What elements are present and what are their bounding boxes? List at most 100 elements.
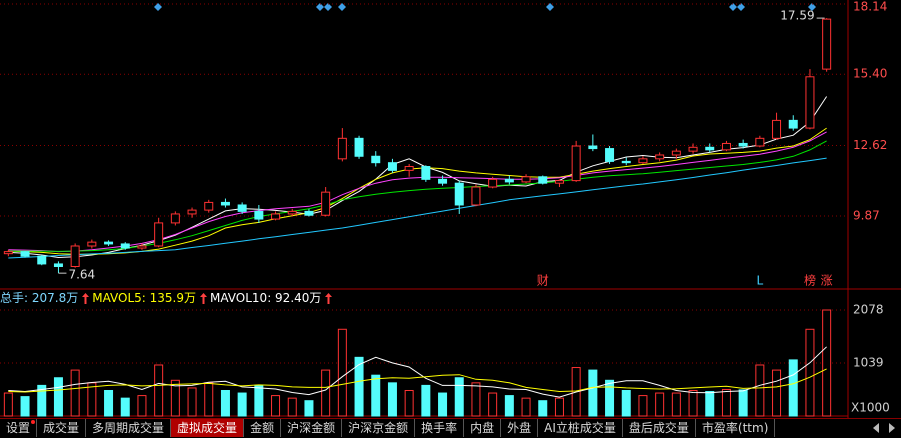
tab[interactable]: 金额	[244, 419, 282, 437]
tab[interactable]: 虚拟成交量	[171, 419, 245, 437]
volume-bar	[538, 400, 548, 417]
candle-body	[438, 178, 448, 184]
event-label: 榜	[804, 273, 816, 288]
volume-bar	[104, 389, 114, 417]
tab-label[interactable]: 多周期成交量	[92, 421, 165, 435]
tab-label[interactable]: 沪深京金额	[348, 421, 409, 435]
candle-body	[621, 160, 631, 164]
volume-bar	[822, 309, 832, 417]
candle-body	[655, 154, 665, 160]
volume-bar	[154, 364, 164, 417]
volume-bar	[504, 395, 514, 417]
diamond	[737, 3, 745, 11]
legend-item: MAVOL10: 92.40万	[210, 291, 322, 305]
candle-body	[521, 176, 531, 183]
tab-label[interactable]: 金额	[250, 421, 275, 435]
candle-body	[371, 155, 381, 164]
tab[interactable]: 沪深京金额	[342, 419, 416, 437]
scroll-right[interactable]	[889, 423, 895, 433]
tab[interactable]: 设置	[0, 419, 38, 437]
tab-label[interactable]: AI立桩成交量	[544, 421, 616, 435]
y-tick-label: 9.87	[853, 208, 880, 222]
volume-bar	[421, 384, 431, 417]
tab[interactable]: 内盘	[464, 419, 502, 437]
candle-body	[554, 180, 564, 184]
candle-body	[488, 178, 498, 188]
candle-body	[721, 142, 731, 151]
tab-scroll[interactable]	[869, 421, 899, 435]
y-tick-label: 18.14	[853, 0, 887, 14]
diamond	[338, 3, 346, 11]
candle-body	[454, 182, 464, 206]
diamond	[154, 3, 162, 11]
low-label: 7.64	[68, 268, 95, 282]
candle-body	[504, 178, 514, 183]
volume-bar	[204, 382, 214, 417]
volume-bar	[37, 384, 47, 417]
candle-body	[321, 191, 331, 216]
badge-dot	[31, 420, 36, 424]
tab[interactable]: 外盘	[501, 419, 539, 437]
volume-bar	[454, 377, 464, 417]
tab-label[interactable]: 设置	[6, 421, 31, 435]
volume-bar	[805, 328, 815, 417]
up-arrow	[200, 292, 207, 304]
candle-body	[187, 209, 197, 215]
diamond	[316, 3, 324, 11]
volume-bar	[721, 388, 731, 417]
y-tick-label: 2078	[853, 302, 884, 316]
candle-body	[104, 241, 114, 245]
legend-item: 总手: 207.8万	[0, 291, 79, 305]
tab-label[interactable]: 内盘	[470, 421, 495, 435]
volume-bar	[20, 396, 30, 417]
volume-bar	[438, 392, 448, 417]
candle-body	[805, 76, 815, 129]
tab[interactable]: 多周期成交量	[86, 419, 172, 437]
candle-body	[638, 158, 648, 164]
candle-body	[671, 150, 681, 156]
volume-bar	[70, 369, 80, 417]
tab[interactable]: 沪深金额	[281, 419, 343, 437]
diamond	[729, 3, 737, 11]
volume-legend: 总手: 207.8万 MAVOL5: 135.9万 MAVOL10: 92.40…	[0, 291, 335, 305]
candle-body	[788, 119, 798, 129]
candle-body	[254, 210, 264, 220]
tab-bar: 设置 成交量 多周期成交量 虚拟成交量 金额 沪深金额 沪深京金额 换手率 内盘 外盘 AI立桩成交…	[0, 418, 901, 437]
tab[interactable]: AI立桩成交量	[538, 419, 623, 437]
volume-bar	[137, 395, 147, 417]
tab-label[interactable]: 沪深金额	[287, 421, 336, 435]
candle-body	[271, 213, 281, 220]
volume-bar	[638, 395, 648, 417]
scroll-left[interactable]	[873, 423, 879, 433]
event-diamonds	[154, 3, 816, 11]
tab-label[interactable]: 盘后成交量	[628, 421, 689, 435]
candle-body	[70, 245, 80, 267]
ma-line	[8, 127, 827, 255]
volume-bar	[387, 382, 397, 417]
tab[interactable]: 盘后成交量	[623, 419, 696, 437]
volume-bar	[521, 397, 531, 417]
volume-bar	[488, 392, 498, 417]
tab[interactable]: 成交量	[37, 419, 87, 437]
volume-bar	[287, 397, 297, 417]
diamond	[546, 3, 554, 11]
tab-label[interactable]: 换手率	[421, 421, 458, 435]
tab[interactable]: 换手率	[415, 419, 465, 437]
volume-bar	[237, 392, 247, 417]
tab-label[interactable]: 虚拟成交量	[177, 421, 238, 435]
volume-bar	[254, 384, 264, 417]
volume-bar	[3, 392, 13, 417]
candle-body	[471, 186, 481, 206]
candle-body	[204, 201, 214, 211]
y-tick-label: 15.40	[853, 67, 887, 81]
tab-label[interactable]: 外盘	[507, 421, 532, 435]
tab-label[interactable]: 市盈率(ttm)	[701, 421, 769, 435]
tab[interactable]: 市盈率(ttm)	[696, 419, 776, 437]
volume-bar	[337, 328, 347, 417]
volume-bar	[655, 392, 665, 417]
volume-bar	[271, 395, 281, 417]
volume-bar	[605, 379, 615, 417]
tab-label[interactable]: 成交量	[43, 421, 80, 435]
y-tick-label: 1039	[853, 355, 884, 369]
candle-body	[705, 146, 715, 151]
